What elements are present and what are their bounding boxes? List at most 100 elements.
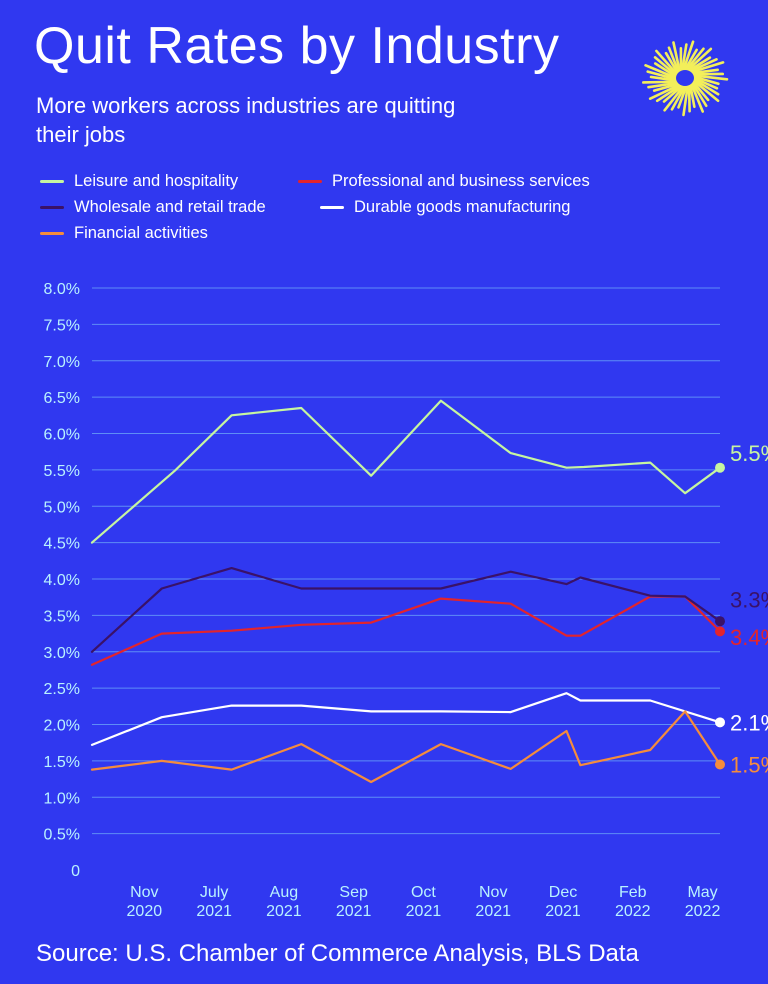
logo-ray [667, 46, 680, 74]
source-note: Source: U.S. Chamber of Commerce Analysi… [36, 940, 639, 967]
logo-ray [688, 83, 696, 109]
chart-legend: Leisure and hospitality Professional and… [40, 168, 740, 258]
logo-ray [670, 84, 687, 111]
x-tick-label: 2021 [406, 903, 442, 920]
logo-ray [687, 56, 712, 72]
y-tick-label: 8.0% [44, 281, 80, 298]
logo-ray [646, 70, 678, 81]
series-end-label: 3.4% [730, 625, 768, 650]
legend-label: Durable goods manufacturing [354, 198, 571, 216]
legend-label: Wholesale and retail trade [74, 198, 266, 216]
logo-ray [687, 84, 691, 113]
logo-ray [652, 82, 680, 92]
y-tick-label: 6.0% [44, 427, 80, 444]
x-tick-label: July [200, 884, 228, 901]
series-line [90, 692, 722, 746]
x-tick-label: 2021 [196, 903, 232, 920]
series-end-marker [715, 717, 725, 728]
y-tick-label: 6.5% [44, 390, 80, 407]
y-tick-label: 7.5% [44, 317, 80, 334]
series-line [90, 710, 722, 784]
x-tick-label: 2021 [545, 903, 581, 920]
logo-ray [688, 58, 718, 73]
logo-ray [642, 80, 679, 84]
legend-label: Leisure and hospitality [74, 172, 239, 190]
y-tick-label: 0.5% [44, 827, 80, 844]
logo-ray [649, 75, 678, 82]
y-tick-label: 0 [71, 863, 80, 880]
x-tick-label: 2020 [127, 903, 163, 920]
legend-item-financial: Financial activities [40, 224, 208, 243]
legend-item-leisure: Leisure and hospitality [40, 172, 238, 191]
logo-ray [662, 84, 684, 103]
series-end-marker [715, 759, 725, 770]
chart-subtitle: More workers across industries are quitt… [36, 93, 456, 147]
legend-swatch [298, 180, 322, 183]
logo-ray [677, 84, 688, 109]
y-tick-label: 3.5% [44, 608, 80, 625]
x-tick-label: 2021 [475, 903, 511, 920]
legend-item-professional: Professional and business services [298, 172, 590, 191]
x-tick-label: Aug [270, 884, 298, 901]
logo-ray [685, 47, 705, 72]
series-end-marker [715, 616, 725, 627]
logo-ray [686, 47, 713, 72]
logo-ray [683, 48, 698, 72]
legend-item-durable: Durable goods manufacturing [320, 198, 570, 217]
y-tick-label: 1.0% [44, 790, 80, 807]
logo-ray [692, 77, 720, 96]
x-tick-label: 2021 [336, 903, 372, 920]
legend-swatch [40, 232, 64, 235]
series-end-label: 1.5% [730, 753, 768, 778]
legend-swatch [320, 206, 344, 209]
sunburst-logo-icon [642, 40, 729, 117]
x-tick-label: Dec [549, 884, 577, 901]
series-line [90, 567, 722, 653]
logo-ray [655, 84, 683, 103]
logo-ray [653, 56, 678, 77]
x-tick-label: 2022 [615, 903, 651, 920]
y-tick-label: 7.0% [44, 354, 80, 371]
y-tick-label: 2.5% [44, 681, 80, 698]
series-end-label: 3.3% [730, 587, 768, 612]
logo-ray [653, 62, 678, 79]
x-tick-label: 2022 [685, 903, 721, 920]
chart-title: Quit Rates by Industry [34, 17, 560, 75]
logo-ray [644, 64, 678, 80]
y-tick-label: 3.0% [44, 645, 80, 662]
series-line [90, 399, 722, 544]
logo-ray [690, 61, 725, 74]
x-tick-label: Feb [619, 884, 647, 901]
x-tick-label: Nov [130, 884, 158, 901]
line-chart: 0 0.5% 1.0% 1.5% 2.0% 2.5% 3.0% 3.5% 4.0% 4.5% 5.0… [44, 281, 768, 920]
logo-ray [672, 41, 682, 73]
x-tick-label: May [687, 884, 717, 901]
y-tick-label: 4.5% [44, 536, 80, 553]
legend-swatch [40, 180, 64, 183]
logo-ray [655, 49, 679, 76]
legend-label: Financial activities [74, 224, 208, 242]
logo-ray [690, 82, 705, 113]
logo-ray [682, 84, 690, 117]
series-line [90, 595, 722, 666]
logo-ray [691, 80, 710, 102]
legend-item-wholesale: Wholesale and retail trade [40, 198, 266, 217]
logo-ray [682, 40, 695, 72]
y-tick-label: 2.0% [44, 718, 80, 735]
series-end-label: 2.1% [730, 710, 768, 735]
logo-ray [648, 83, 682, 100]
logo-ray [692, 76, 719, 90]
logo-ray [692, 74, 729, 81]
y-tick-label: 5.5% [44, 463, 80, 480]
legend-swatch [40, 206, 64, 209]
y-tick-label: 1.5% [44, 754, 80, 771]
logo-ray [663, 84, 685, 112]
series-end-label: 5.5% [730, 441, 768, 466]
series-end-marker [715, 462, 725, 473]
logo-ray [690, 68, 719, 75]
y-tick-label: 5.0% [44, 499, 80, 516]
legend-label: Professional and business services [332, 172, 590, 190]
logo-ray [647, 81, 680, 89]
logo-ray [692, 79, 720, 103]
logo-ray [690, 81, 708, 108]
